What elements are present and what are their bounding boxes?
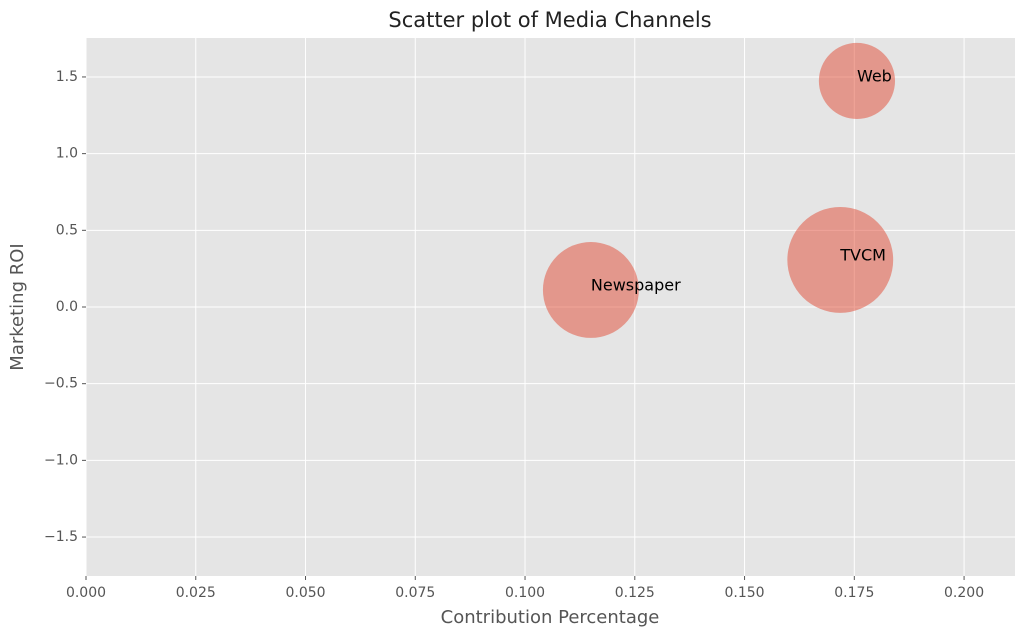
chart-title: Scatter plot of Media Channels	[388, 8, 711, 32]
x-tick-label: 0.075	[395, 585, 435, 601]
y-tick-label: 0.0	[56, 299, 78, 315]
x-tick-label: 0.200	[944, 585, 984, 601]
point-label: TVCM	[839, 245, 886, 264]
x-tick-label: 0.050	[285, 585, 325, 601]
y-tick-label: −1.5	[44, 529, 78, 545]
y-tick-label: −1.0	[44, 452, 78, 468]
bubble	[818, 42, 896, 120]
y-tick-label: 0.5	[56, 222, 78, 238]
point-label: Web	[857, 66, 892, 85]
y-axis-label: Marketing ROI	[7, 243, 28, 370]
bubble	[787, 207, 894, 313]
bubble	[542, 242, 639, 338]
x-tick-label: 0.100	[505, 585, 545, 601]
x-tick-label: 0.000	[66, 585, 106, 601]
x-tick-label: 0.175	[834, 585, 874, 601]
x-axis-label: Contribution Percentage	[441, 607, 660, 628]
x-tick-label: 0.125	[615, 585, 655, 601]
y-tick-label: 1.0	[56, 146, 78, 162]
x-tick-label: 0.025	[176, 585, 216, 601]
y-tick-label: −0.5	[44, 376, 78, 392]
x-tick-label: 0.150	[725, 585, 765, 601]
y-tick-label: 1.5	[56, 69, 78, 85]
point-label: Newspaper	[591, 275, 681, 294]
